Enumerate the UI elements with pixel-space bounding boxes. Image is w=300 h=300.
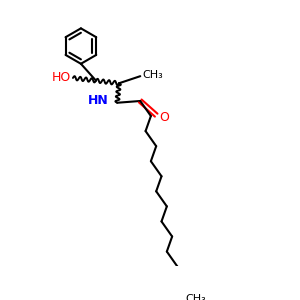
Text: CH₃: CH₃ <box>185 294 206 300</box>
Text: HN: HN <box>88 94 108 107</box>
Text: O: O <box>159 111 169 124</box>
Text: CH₃: CH₃ <box>142 70 163 80</box>
Text: HO: HO <box>52 71 71 85</box>
